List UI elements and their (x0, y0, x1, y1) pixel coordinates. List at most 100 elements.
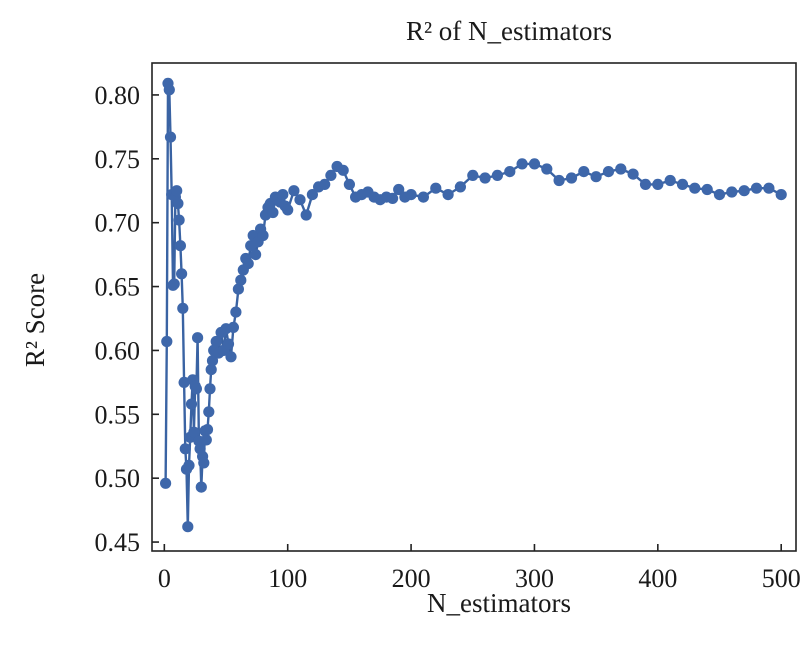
data-point (183, 459, 195, 471)
data-point (565, 172, 578, 184)
data-point (337, 164, 349, 176)
data-point (701, 183, 713, 196)
data-point (713, 189, 726, 201)
series-markers (160, 77, 787, 533)
data-point (198, 457, 210, 469)
x-tick-label: 400 (638, 564, 677, 593)
x-tick-label: 500 (762, 564, 801, 593)
data-point (590, 171, 602, 183)
data-point (177, 302, 189, 314)
data-point (250, 249, 262, 261)
data-point (454, 181, 466, 193)
data-point (528, 158, 541, 170)
data-point (652, 178, 664, 190)
data-point (442, 189, 454, 201)
data-point (288, 185, 300, 197)
x-tick-label: 100 (268, 564, 307, 593)
data-point (190, 383, 202, 395)
y-tick-label: 0.65 (95, 273, 141, 302)
data-point (205, 364, 217, 376)
data-point (230, 306, 242, 318)
series-line (164, 82, 782, 528)
y-tick-label: 0.60 (95, 336, 141, 365)
data-point (203, 406, 215, 418)
x-axis-tick-labels: 0 100 200 300 400 500 (158, 564, 801, 593)
data-point (163, 84, 175, 96)
data-point (775, 189, 787, 201)
data-point (232, 283, 244, 295)
data-point (227, 321, 239, 333)
data-point (689, 182, 701, 194)
data-point (738, 185, 750, 197)
data-point (282, 204, 294, 216)
data-point (325, 169, 337, 181)
data-point (627, 168, 639, 180)
data-point (182, 521, 194, 533)
data-point (179, 443, 191, 455)
data-point (676, 178, 689, 190)
data-point (479, 172, 491, 184)
data-point (504, 166, 516, 178)
data-point (225, 351, 237, 363)
y-tick-label: 0.55 (95, 400, 141, 429)
data-point (206, 355, 219, 367)
x-axis-ticks (163, 544, 782, 551)
data-point (319, 178, 331, 190)
plot-frame (151, 62, 797, 552)
data-point (235, 274, 247, 286)
data-point (763, 182, 775, 194)
data-point (664, 174, 676, 187)
y-tick-label: 0.50 (95, 464, 141, 493)
x-tick-label: 200 (392, 564, 431, 593)
data-point (188, 426, 200, 438)
y-tick-label: 0.70 (95, 209, 141, 238)
data-point (160, 477, 172, 489)
y-axis-ticks (152, 94, 159, 543)
y-axis-label: R² Score (20, 273, 50, 367)
y-tick-label: 0.80 (95, 81, 141, 110)
data-point (726, 186, 738, 198)
data-point (578, 166, 590, 178)
data-point (161, 335, 173, 348)
x-tick-label: 0 (158, 564, 171, 593)
data-point (173, 214, 185, 226)
data-point (602, 166, 615, 178)
data-point (541, 163, 553, 175)
data-point (639, 178, 652, 190)
data-point (417, 191, 429, 203)
data-point (294, 194, 306, 206)
data-point (393, 183, 405, 196)
data-point (750, 182, 763, 194)
data-point (171, 185, 183, 197)
y-tick-label: 0.75 (95, 145, 141, 174)
data-point (615, 163, 627, 175)
data-point (164, 131, 177, 143)
y-tick-label: 0.45 (95, 528, 141, 557)
data-point (195, 481, 207, 493)
data-point (200, 434, 212, 446)
data-point (222, 338, 235, 350)
data-point (185, 398, 198, 410)
data-point (210, 335, 222, 348)
data-point (306, 189, 318, 201)
data-point (172, 197, 184, 210)
data-point (277, 189, 289, 201)
data-point (387, 192, 399, 204)
data-point (176, 268, 188, 280)
data-point (343, 178, 355, 190)
data-point (168, 278, 180, 290)
chart-title: R² of N_estimators (406, 16, 612, 46)
data-point (257, 229, 269, 242)
y-axis-tick-labels: 0.45 0.50 0.55 0.60 0.65 0.70 0.75 0.80 (95, 81, 141, 557)
x-axis-label: N_estimators (427, 588, 571, 618)
data-point (192, 332, 204, 344)
data-point (178, 376, 190, 388)
x-tick-label: 300 (515, 564, 554, 593)
data-point (242, 258, 254, 270)
data-point (516, 158, 528, 170)
data-point (300, 209, 312, 221)
data-point (204, 383, 216, 395)
data-point (174, 240, 186, 252)
data-point (267, 206, 279, 219)
